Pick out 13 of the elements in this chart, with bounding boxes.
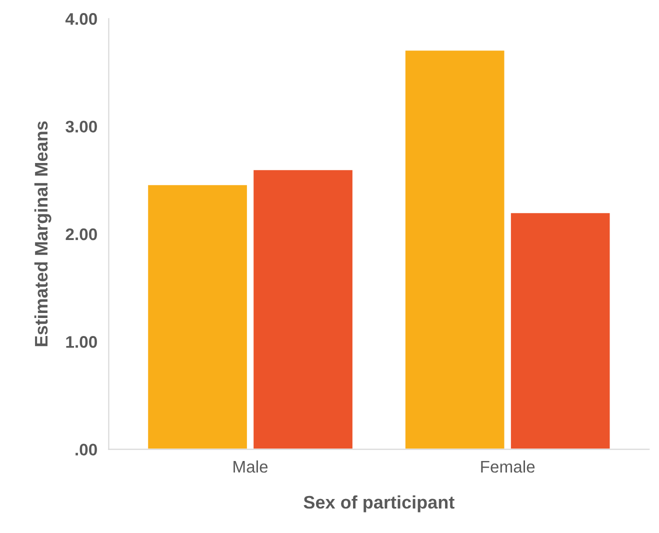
y-tick-label: .00 — [76, 444, 97, 456]
y-axis-title: Estimated Marginal Means — [34, 121, 52, 346]
x-axis-title: Sex of participant — [304, 495, 454, 512]
y-tick-label: 1.00 — [66, 336, 97, 348]
bar — [146, 184, 248, 450]
x-tick-label: Female — [481, 460, 535, 473]
x-tick-label: Male — [234, 460, 268, 473]
y-tick-label: 3.00 — [66, 120, 97, 133]
bar — [510, 212, 612, 450]
y-tick-label: 2.00 — [66, 228, 97, 240]
bar — [252, 168, 354, 450]
bar — [404, 49, 506, 450]
y-tick-label: 4.00 — [65, 13, 97, 25]
